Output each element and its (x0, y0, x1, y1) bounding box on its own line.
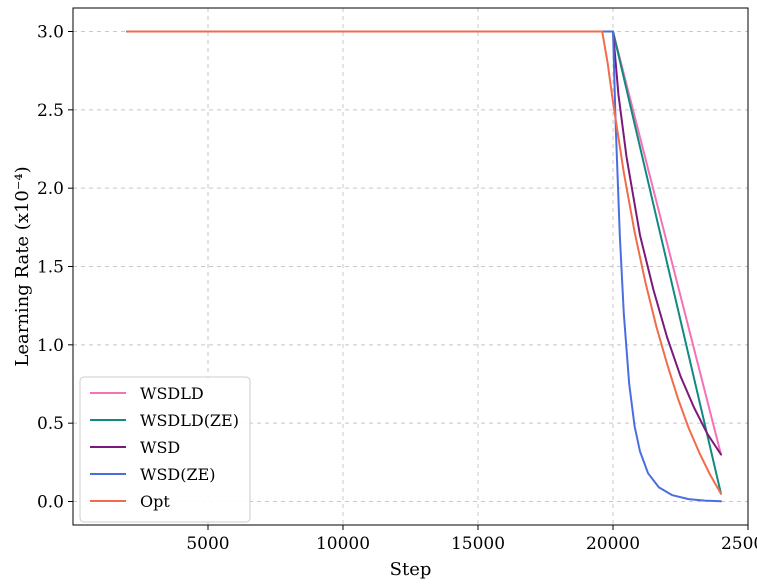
series-line-wsd (126, 30, 722, 456)
legend-box (79, 376, 251, 523)
y-tick-label: 0.0 (37, 493, 64, 513)
y-tick-label: 0.5 (37, 414, 64, 434)
legend-label-wsd: WSD (140, 438, 180, 457)
x-axis: 5000 10000 15000 20000 25000 (186, 525, 757, 554)
legend-label-wsdld-ze: WSDLD(ZE) (140, 411, 239, 430)
y-axis: 0.0 0.5 1.0 1.5 2.0 2.5 3.0 (37, 23, 73, 513)
legend: WSDLD WSDLD(ZE) WSD WSD(ZE) Opt (79, 376, 251, 523)
y-tick-label: 1.5 (37, 258, 64, 278)
x-tick-label: 10000 (316, 534, 370, 554)
y-axis-title: Learning Rate (x10⁻⁴) (12, 166, 33, 366)
x-axis-title: Step (390, 559, 432, 580)
legend-label-opt: Opt (140, 492, 170, 511)
y-tick-label: 2.5 (37, 101, 64, 121)
x-tick-label: 15000 (451, 534, 505, 554)
legend-label-wsd-ze: WSD(ZE) (140, 465, 216, 484)
x-tick-label: 25000 (721, 534, 757, 554)
y-tick-label: 2.0 (37, 179, 64, 199)
legend-label-wsdld: WSDLD (140, 384, 204, 403)
x-tick-label: 5000 (186, 534, 229, 554)
y-tick-label: 1.0 (37, 336, 64, 356)
x-tick-label: 20000 (586, 534, 640, 554)
series-line-wsd-ze (126, 30, 722, 503)
y-tick-label: 3.0 (37, 23, 64, 43)
series-layer (126, 30, 722, 503)
series-line-opt (126, 30, 722, 495)
